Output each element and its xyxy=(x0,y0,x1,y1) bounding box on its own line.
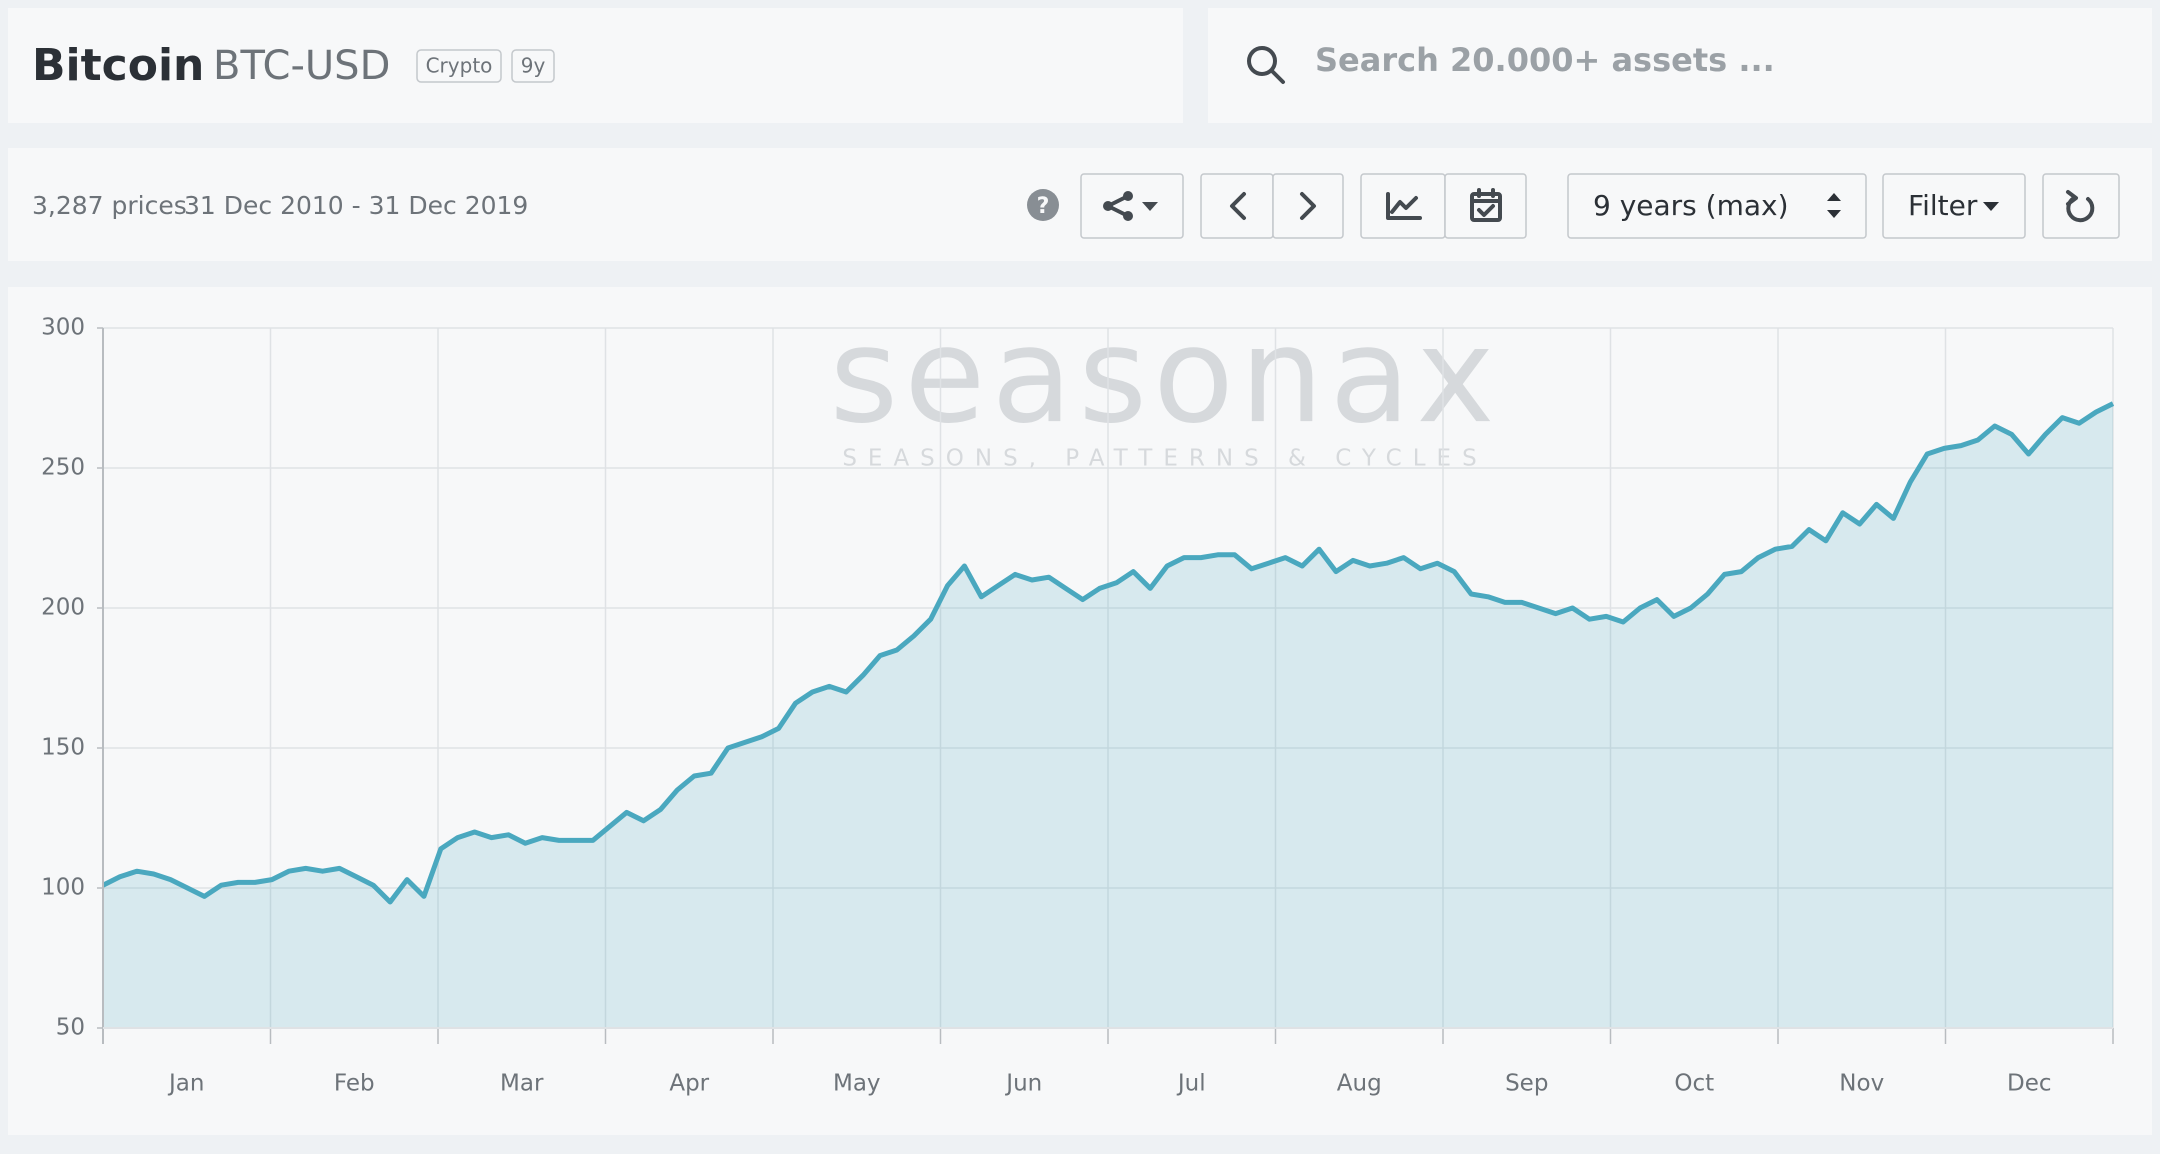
x-tick-label: Aug xyxy=(1337,1071,1382,1097)
x-tick-label: Jul xyxy=(1176,1071,1206,1097)
badge xyxy=(511,49,555,83)
price-count: 3,287 prices xyxy=(32,191,187,220)
line xyxy=(101,401,2115,905)
badge-label: Crypto xyxy=(426,54,493,78)
reset-button[interactable] xyxy=(2042,173,2120,239)
y-tick-label: 250 xyxy=(41,455,85,481)
watermark-logo: seasonax xyxy=(829,299,1500,453)
x-tick-label: Apr xyxy=(669,1071,709,1097)
chart-panel xyxy=(8,287,2152,1135)
y-tick-label: 200 xyxy=(41,595,85,621)
chart-icon xyxy=(1386,192,1422,220)
prev-button[interactable] xyxy=(1200,173,1274,239)
share-button[interactable] xyxy=(1080,173,1184,239)
next-icon xyxy=(1300,192,1316,220)
x-tick-label: Jan xyxy=(167,1071,204,1097)
period-label: 9 years (max) xyxy=(1593,189,1789,222)
help-icon: ? xyxy=(1037,194,1050,219)
asset-ticker: BTC-USD xyxy=(213,43,390,89)
header-panel xyxy=(8,8,1183,123)
x-tick-label: Feb xyxy=(334,1071,375,1097)
x-tick-label: Jun xyxy=(1004,1071,1042,1097)
share-icon xyxy=(1106,194,1130,218)
x-tick-label: Sep xyxy=(1505,1071,1548,1097)
search-icon xyxy=(1270,69,1285,84)
area-fill xyxy=(103,403,2113,1029)
plot: 50 100 150 200 250 300 Jan Feb Mar Apr May Jun Jul Au… xyxy=(41,315,2115,1097)
x-tick-label: Dec xyxy=(2007,1071,2052,1097)
prev-icon xyxy=(1230,192,1246,220)
filter-button[interactable] xyxy=(1882,173,2026,239)
y-tick-label: 100 xyxy=(41,875,85,901)
asset-title: Bitcoin xyxy=(32,40,204,91)
watermark-tagline: SEASONS, PATTERNS & CYCLES xyxy=(842,446,1487,472)
badge xyxy=(416,49,502,83)
x-tick-label: Nov xyxy=(1839,1071,1884,1097)
y-tick-label: 50 xyxy=(56,1015,85,1041)
x-tick-label: Mar xyxy=(500,1071,544,1097)
y-tick-label: 150 xyxy=(41,735,85,761)
search-icon xyxy=(1247,46,1277,76)
next-button[interactable] xyxy=(1272,173,1344,239)
search-panel[interactable] xyxy=(1208,8,2152,123)
reset-icon xyxy=(2066,190,2078,206)
search-input[interactable]: Search 20.000+ assets ... xyxy=(1315,41,1775,79)
calendar-icon xyxy=(1470,188,1502,217)
filter-label: Filter xyxy=(1908,189,1978,222)
x-tick-label: May xyxy=(833,1071,881,1097)
calendar-icon xyxy=(1470,192,1502,222)
badge-label: 9y xyxy=(521,54,546,78)
date-range: 31 Dec 2010 - 31 Dec 2019 xyxy=(184,191,528,220)
select-arrows xyxy=(1827,193,1841,218)
caret xyxy=(1983,202,1999,211)
calendar-button[interactable] xyxy=(1444,173,1527,239)
x-tick-label: Oct xyxy=(1674,1071,1714,1097)
y-tick-label: 300 xyxy=(41,315,85,341)
period-select[interactable] xyxy=(1567,173,1867,239)
help-button[interactable] xyxy=(1027,189,1059,221)
caret xyxy=(1142,202,1158,211)
